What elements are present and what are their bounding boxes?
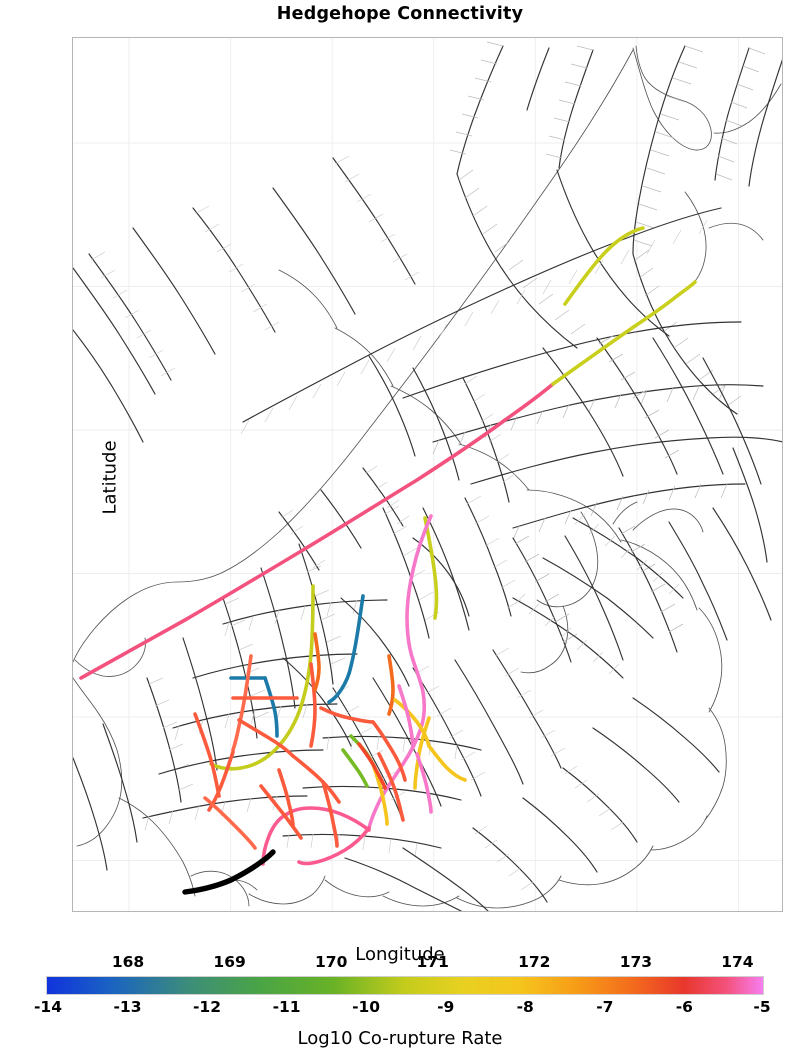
pisa-fault-highlight — [193, 712, 221, 798]
map-plot-area: .cst{fill:none;stroke:#555;stroke-width:… — [72, 37, 783, 971]
nevis-cardrona-highlight — [367, 514, 433, 830]
colorbar-tick-label: -12 — [192, 998, 221, 1016]
colorbar-tick-label: -5 — [753, 998, 771, 1016]
y-axis-label: Latitude — [99, 440, 121, 515]
marlborough-fault-group — [73, 41, 782, 663]
waitaki-yellow-b-highlight — [427, 744, 467, 782]
moonlight-fault-highlight — [209, 584, 315, 771]
x-tick-label: 173 — [619, 953, 653, 971]
otago-ne-highlight — [259, 784, 303, 840]
page-title: Hedgehope Connectivity — [276, 4, 524, 24]
orange-short-a-highlight — [387, 654, 395, 716]
otago-pink-tail-highlight — [397, 684, 415, 750]
orange-short-b-highlight — [313, 632, 321, 692]
pink-branch-highlight — [261, 806, 371, 866]
cross-fault-c-highlight — [291, 754, 341, 804]
colorbar-tick-label: -13 — [113, 998, 142, 1016]
coastline-group — [73, 45, 782, 909]
blue-lake-lower-highlight — [263, 676, 279, 738]
cardrona-south-highlight — [297, 826, 371, 866]
fault-map-svg[interactable]: .cst{fill:none;stroke:#555;stroke-width:… — [73, 38, 783, 912]
branch-sw-highlight — [277, 768, 295, 828]
waitaki-yellow-highlight — [393, 698, 431, 748]
dunstan-fault-highlight — [231, 654, 253, 752]
x-tick-label: 170 — [315, 953, 348, 971]
x-tick-label: 169 — [213, 953, 246, 971]
x-tick-label: 174 — [721, 953, 754, 971]
otago-green-b-highlight — [341, 748, 369, 788]
nevis-east-highlight — [377, 752, 405, 822]
cross-fault-b-highlight — [237, 718, 295, 758]
hedgehope-source-fault — [182, 849, 276, 895]
colorbar[interactable] — [46, 976, 764, 995]
branch-s-highlight — [321, 780, 339, 848]
x-tick-label: 172 — [518, 953, 551, 971]
colorbar-tick-label: -11 — [272, 998, 301, 1016]
otago-nw-highlight — [203, 796, 257, 850]
pisa-east-highlight — [309, 662, 317, 748]
x-tick-label: 168 — [111, 953, 145, 971]
alpine-fault-highlight — [79, 382, 555, 680]
hope-fault-highlight — [563, 226, 645, 306]
colorbar-label: Log10 Co-rupture Rate — [297, 1028, 503, 1049]
colorbar-tick-label: -9 — [437, 998, 455, 1016]
canterbury-otago-fault-group — [73, 465, 720, 911]
x-tick-label: 171 — [416, 953, 449, 971]
colorbar-tick-label: -14 — [33, 998, 62, 1016]
colorbar-tick-label: -10 — [352, 998, 381, 1016]
branch-east-highlight — [319, 706, 375, 724]
pink-se-highlight — [415, 752, 433, 814]
otago-orange-e-highlight — [357, 742, 387, 790]
colorbar-tick-label: -8 — [516, 998, 534, 1016]
x-axis-label: Longitude — [355, 944, 445, 965]
highlighted-corupture-faults[interactable] — [79, 226, 697, 895]
colorbar-gradient — [46, 976, 764, 995]
blue-lake-fault-highlight — [327, 594, 365, 704]
waitaki-yellow-c-highlight — [413, 716, 431, 790]
colorbar-tick-label: -6 — [675, 998, 693, 1016]
grandview-highlight — [423, 516, 439, 620]
branch-se-highlight — [371, 720, 407, 782]
plot-frame: .cst{fill:none;stroke:#555;stroke-width:… — [72, 37, 783, 912]
alpine-north-highlight — [551, 280, 697, 386]
colorbar-tick-label: -7 — [596, 998, 614, 1016]
gridlines — [73, 38, 782, 911]
